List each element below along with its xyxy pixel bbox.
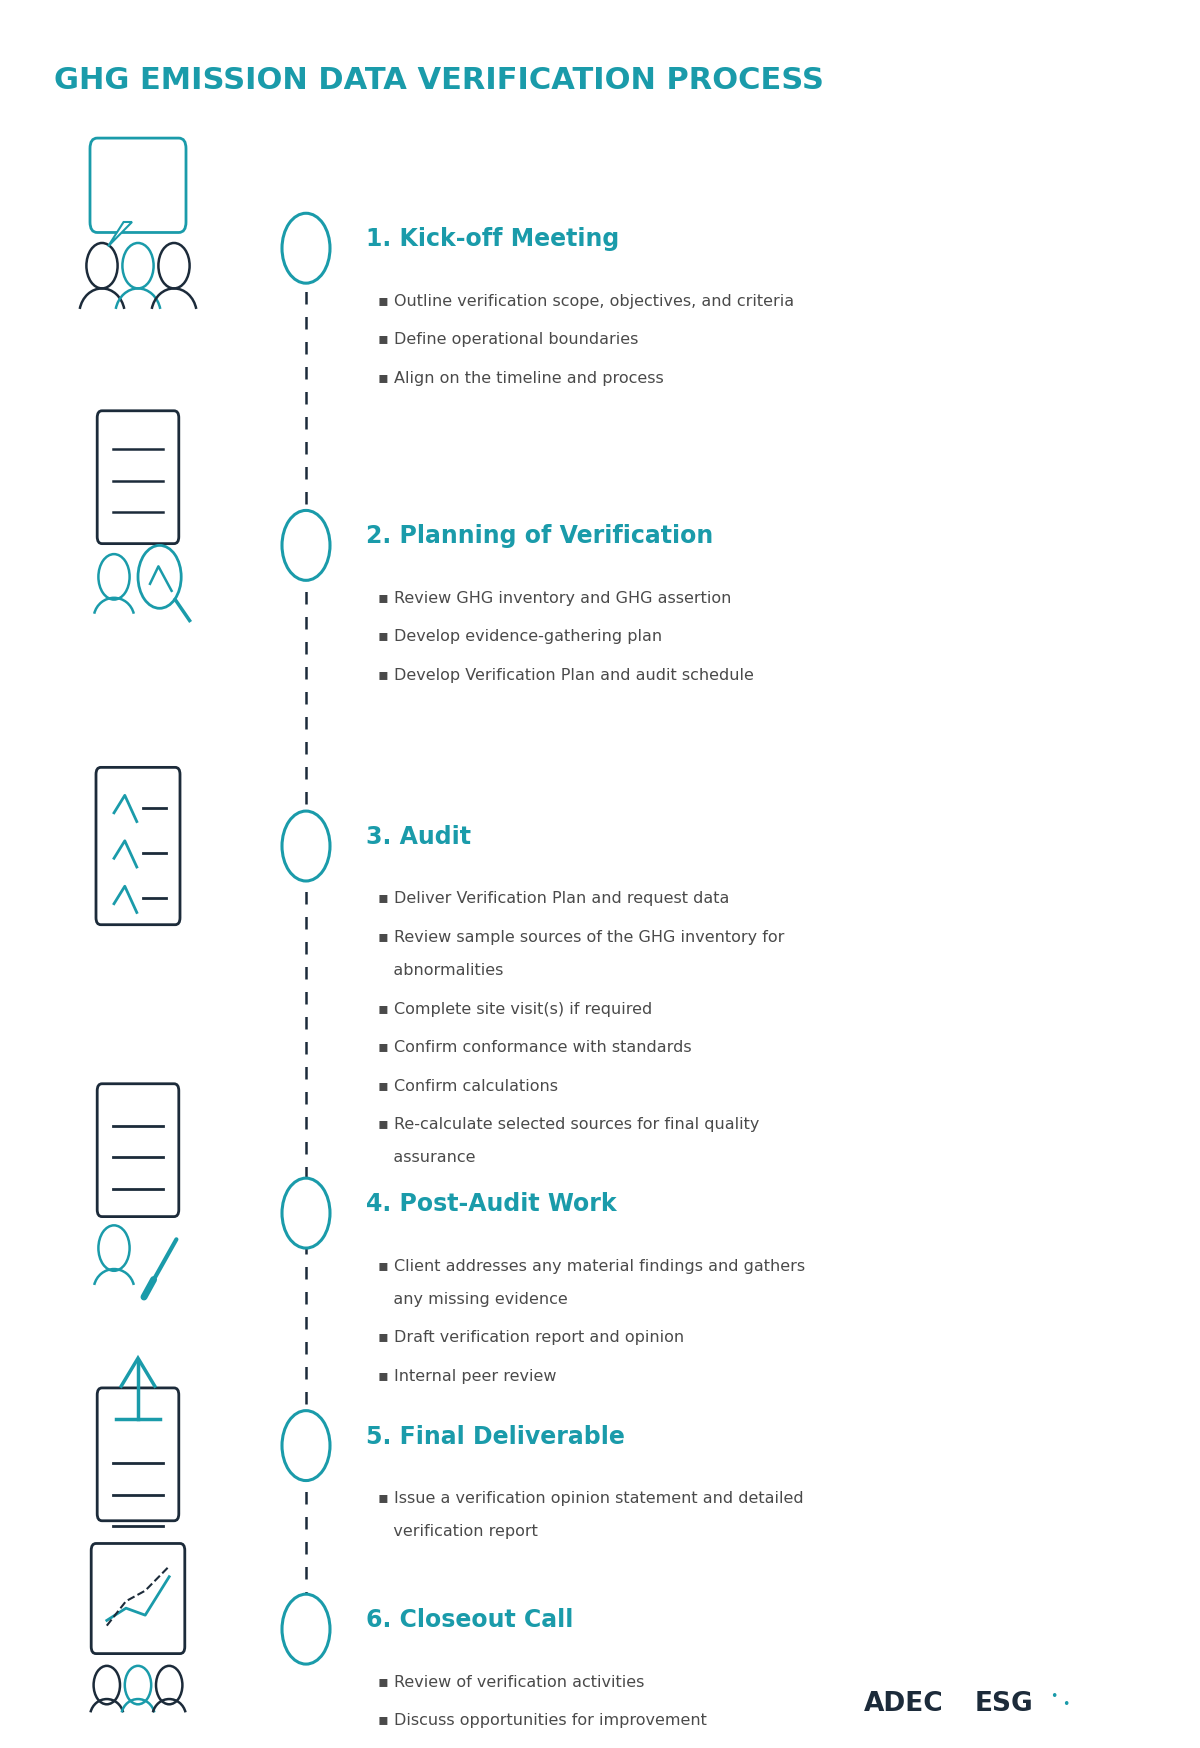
- FancyBboxPatch shape: [97, 411, 179, 544]
- Text: ▪ Align on the timeline and process: ▪ Align on the timeline and process: [378, 371, 664, 386]
- Text: 4. Post-Audit Work: 4. Post-Audit Work: [366, 1192, 617, 1217]
- Circle shape: [282, 1178, 330, 1248]
- Text: ▪ Review of verification activities: ▪ Review of verification activities: [378, 1675, 644, 1690]
- Text: ▪ Confirm calculations: ▪ Confirm calculations: [378, 1079, 558, 1094]
- Circle shape: [282, 213, 330, 283]
- Text: ▪ Deliver Verification Plan and request data: ▪ Deliver Verification Plan and request …: [378, 891, 730, 907]
- Text: ▪ Define operational boundaries: ▪ Define operational boundaries: [378, 332, 638, 348]
- Text: 1. Kick-off Meeting: 1. Kick-off Meeting: [366, 227, 619, 252]
- Text: ▪ Draft verification report and opinion: ▪ Draft verification report and opinion: [378, 1330, 684, 1346]
- Text: ▪ Issue a verification opinion statement and detailed: ▪ Issue a verification opinion statement…: [378, 1491, 804, 1507]
- Text: ▪ Complete site visit(s) if required: ▪ Complete site visit(s) if required: [378, 1002, 653, 1017]
- Circle shape: [282, 811, 330, 881]
- Text: ▪ Develop Verification Plan and audit schedule: ▪ Develop Verification Plan and audit sc…: [378, 668, 754, 683]
- Text: 6. Closeout Call: 6. Closeout Call: [366, 1608, 574, 1633]
- FancyBboxPatch shape: [97, 1084, 179, 1217]
- Text: verification report: verification report: [378, 1524, 538, 1540]
- FancyBboxPatch shape: [97, 1388, 179, 1521]
- Text: any missing evidence: any missing evidence: [378, 1292, 568, 1308]
- Text: ESG: ESG: [974, 1690, 1033, 1717]
- Circle shape: [282, 510, 330, 580]
- Circle shape: [282, 1411, 330, 1481]
- Text: 2. Planning of Verification: 2. Planning of Verification: [366, 524, 713, 549]
- Text: GHG EMISSION DATA VERIFICATION PROCESS: GHG EMISSION DATA VERIFICATION PROCESS: [54, 66, 824, 96]
- Text: ▪ Review sample sources of the GHG inventory for: ▪ Review sample sources of the GHG inven…: [378, 930, 785, 946]
- Text: 5. Final Deliverable: 5. Final Deliverable: [366, 1425, 625, 1449]
- Text: ▪ Discuss opportunities for improvement: ▪ Discuss opportunities for improvement: [378, 1713, 707, 1729]
- Text: ▪ Internal peer review: ▪ Internal peer review: [378, 1369, 557, 1384]
- Text: ▪ Re-calculate selected sources for final quality: ▪ Re-calculate selected sources for fina…: [378, 1117, 760, 1133]
- Text: assurance: assurance: [378, 1150, 475, 1166]
- Text: ▪ Confirm conformance with standards: ▪ Confirm conformance with standards: [378, 1040, 691, 1056]
- Text: abnormalities: abnormalities: [378, 963, 503, 979]
- Text: ▪ Client addresses any material findings and gathers: ▪ Client addresses any material findings…: [378, 1259, 805, 1274]
- Polygon shape: [108, 222, 132, 246]
- FancyBboxPatch shape: [91, 1543, 185, 1654]
- FancyBboxPatch shape: [90, 138, 186, 232]
- Text: •: •: [1050, 1690, 1057, 1703]
- Text: ▪ Review GHG inventory and GHG assertion: ▪ Review GHG inventory and GHG assertion: [378, 591, 731, 607]
- Text: •: •: [1062, 1699, 1069, 1711]
- Text: 3. Audit: 3. Audit: [366, 825, 470, 850]
- Circle shape: [282, 1594, 330, 1664]
- Text: ADEC: ADEC: [864, 1690, 943, 1717]
- FancyBboxPatch shape: [96, 767, 180, 925]
- Text: ▪ Outline verification scope, objectives, and criteria: ▪ Outline verification scope, objectives…: [378, 294, 794, 309]
- Text: ▪ Develop evidence-gathering plan: ▪ Develop evidence-gathering plan: [378, 629, 662, 645]
